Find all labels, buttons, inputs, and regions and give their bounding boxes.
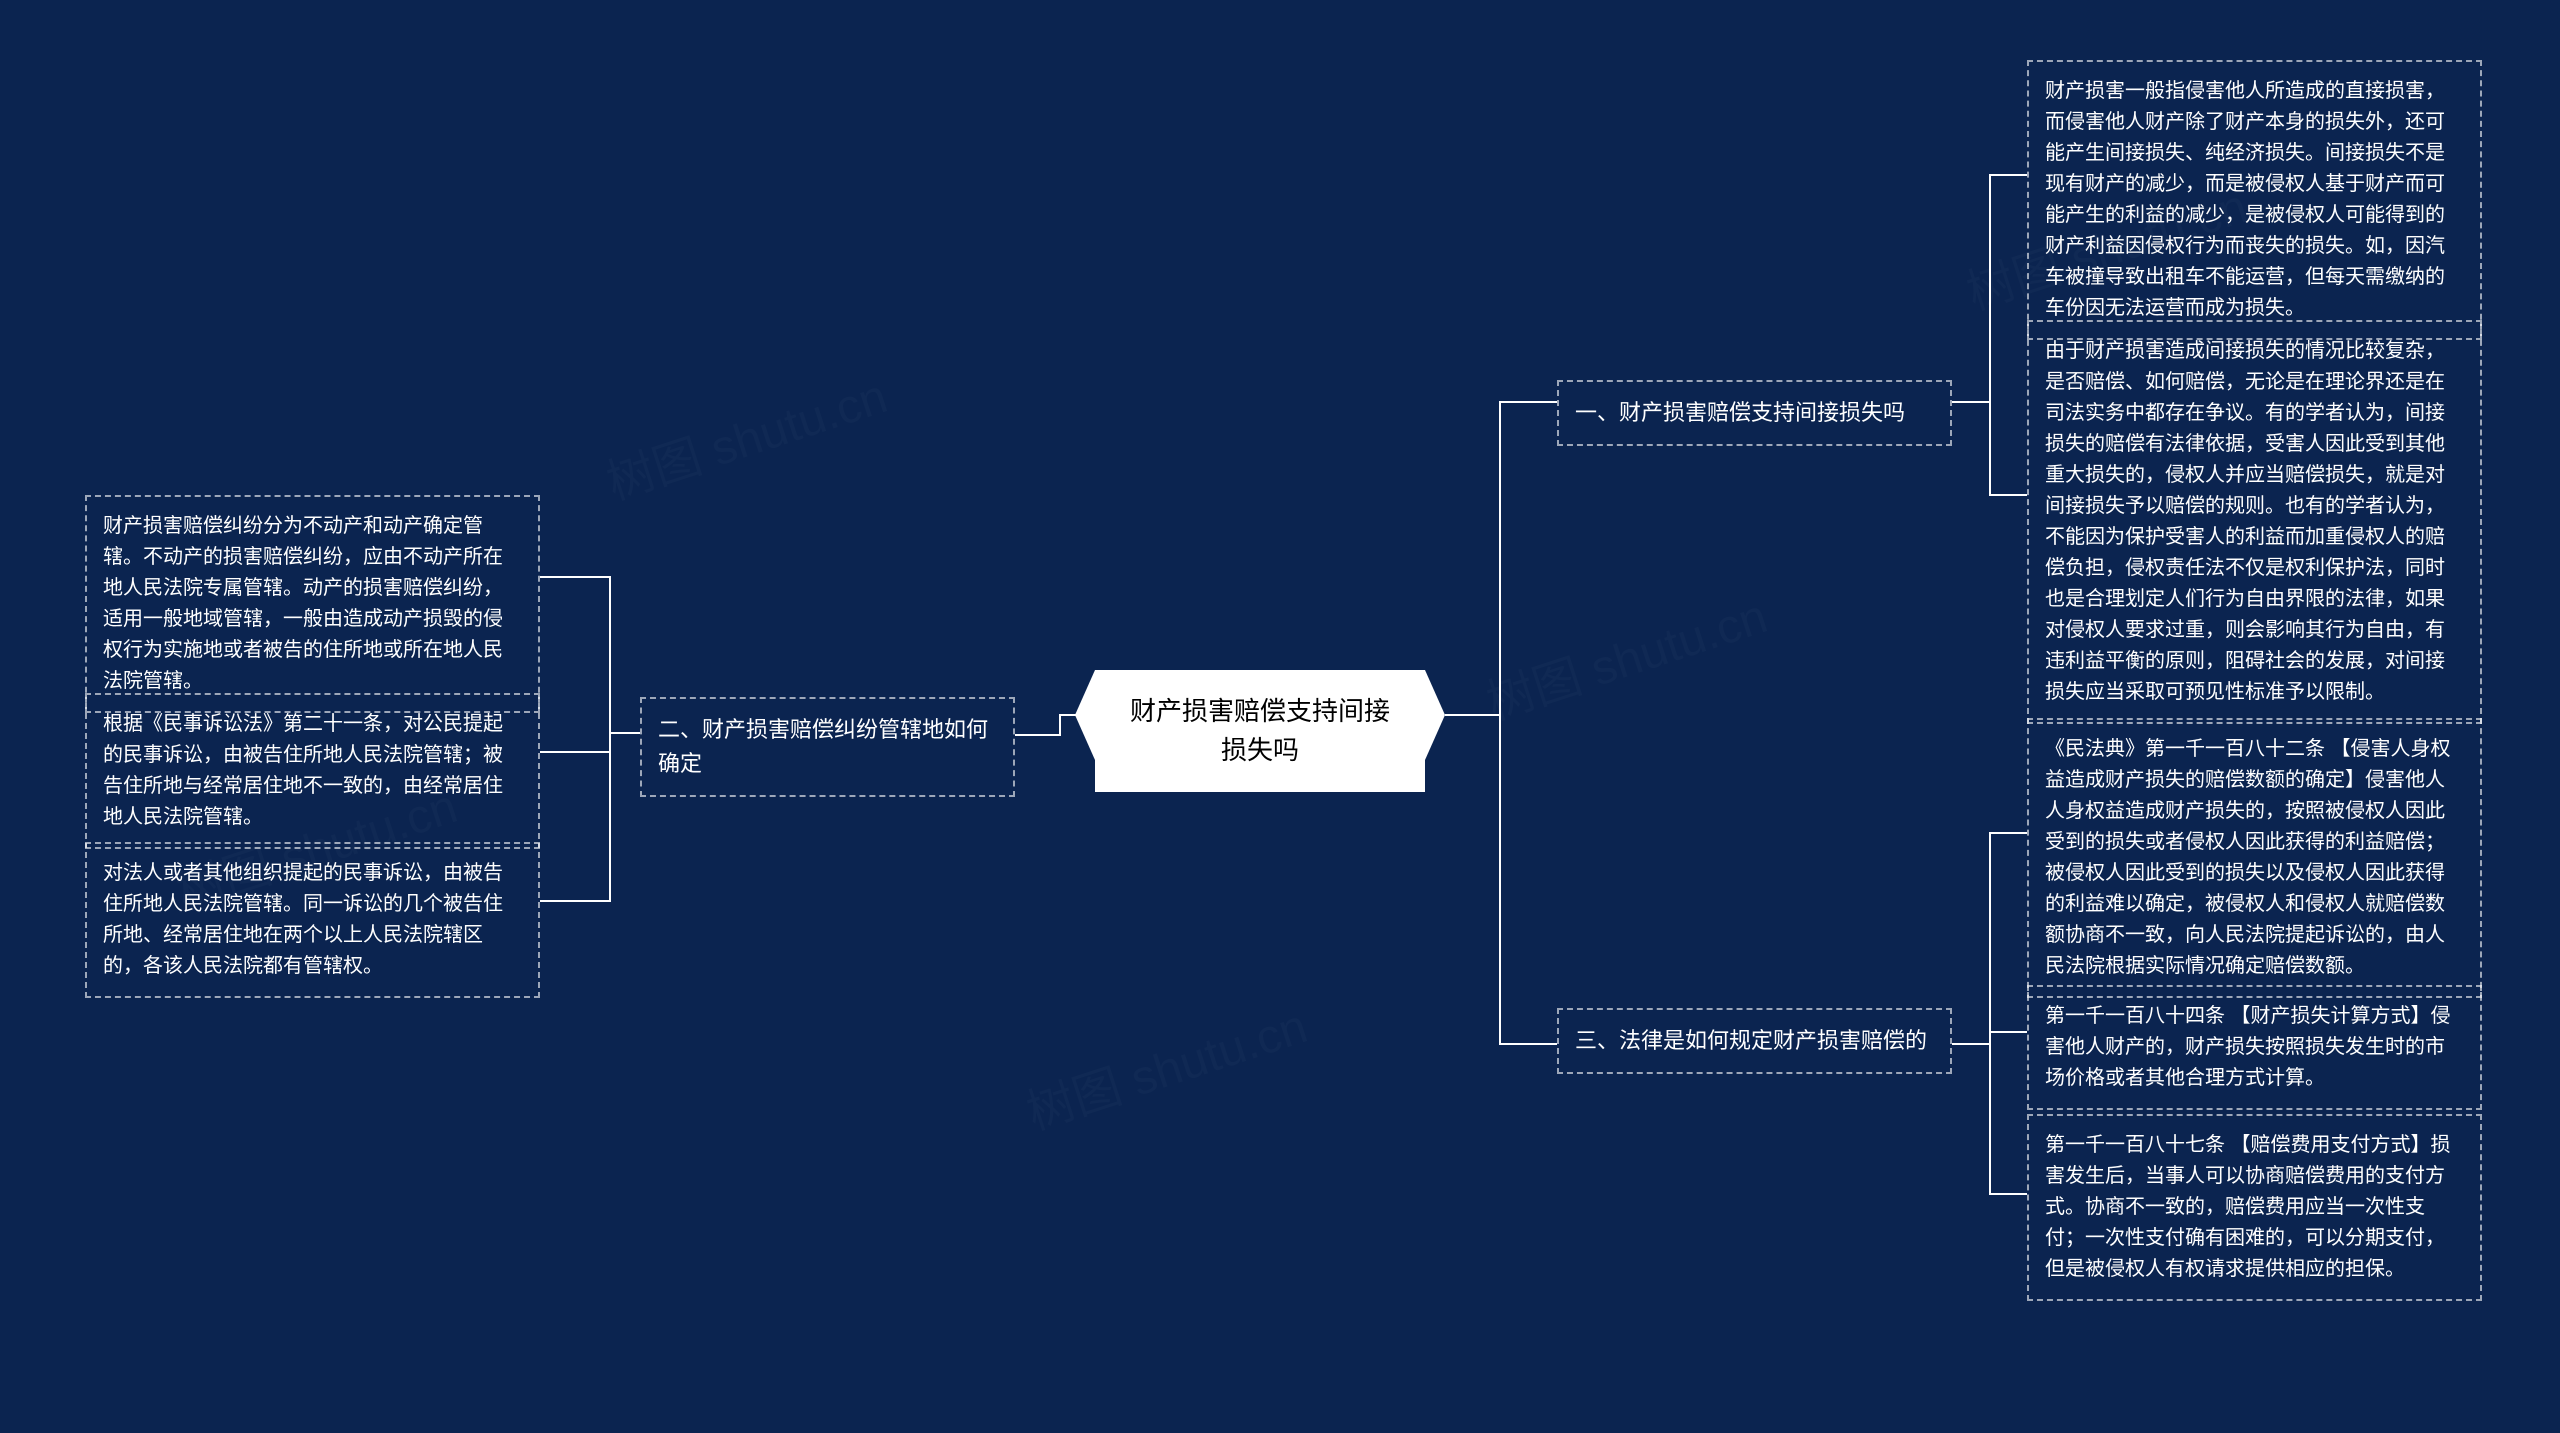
leaf-section-3-item-3[interactable]: 第一千一百八十七条 【赔偿费用支付方式】损害发生后，当事人可以协商赔偿费用的支付… — [2027, 1114, 2482, 1301]
branch-section-2[interactable]: 二、财产损害赔偿纠纷管辖地如何确定 — [640, 697, 1015, 797]
branch-section-3[interactable]: 三、法律是如何规定财产损害赔偿的 — [1557, 1008, 1952, 1074]
mindmap-canvas: 树图 shutu.cn 树图 shutu.cn 树图 shutu.cn 树图 s… — [0, 0, 2560, 1433]
watermark: 树图 shutu.cn — [596, 357, 894, 513]
leaf-section-3-item-2[interactable]: 第一千一百八十四条 【财产损失计算方式】侵害他人财产的，财产损失按照损失发生时的… — [2027, 985, 2482, 1110]
leaf-section-2-item-2[interactable]: 根据《民事诉讼法》第二十一条，对公民提起的民事诉讼，由被告住所地人民法院管辖；被… — [85, 693, 540, 849]
leaf-section-2-item-3[interactable]: 对法人或者其他组织提起的民事诉讼，由被告住所地人民法院管辖。同一诉讼的几个被告住… — [85, 842, 540, 998]
central-topic[interactable]: 财产损害赔偿支持间接损失吗 — [1095, 670, 1425, 792]
branch-section-1[interactable]: 一、财产损害赔偿支持间接损失吗 — [1557, 380, 1952, 446]
leaf-section-1-item-1[interactable]: 财产损害一般指侵害他人所造成的直接损害，而侵害他人财产除了财产本身的损失外，还可… — [2027, 60, 2482, 340]
leaf-section-3-item-1[interactable]: 《民法典》第一千一百八十二条 【侵害人身权益造成财产损失的赔偿数额的确定】侵害他… — [2027, 718, 2482, 998]
leaf-section-1-item-2[interactable]: 由于财产损害造成间接损失的情况比较复杂，是否赔偿、如何赔偿，无论是在理论界还是在… — [2027, 320, 2482, 724]
leaf-section-2-item-1[interactable]: 财产损害赔偿纠纷分为不动产和动产确定管辖。不动产的损害赔偿纠纷，应由不动产所在地… — [85, 495, 540, 713]
watermark: 树图 shutu.cn — [1476, 577, 1774, 733]
watermark: 树图 shutu.cn — [1016, 987, 1314, 1143]
